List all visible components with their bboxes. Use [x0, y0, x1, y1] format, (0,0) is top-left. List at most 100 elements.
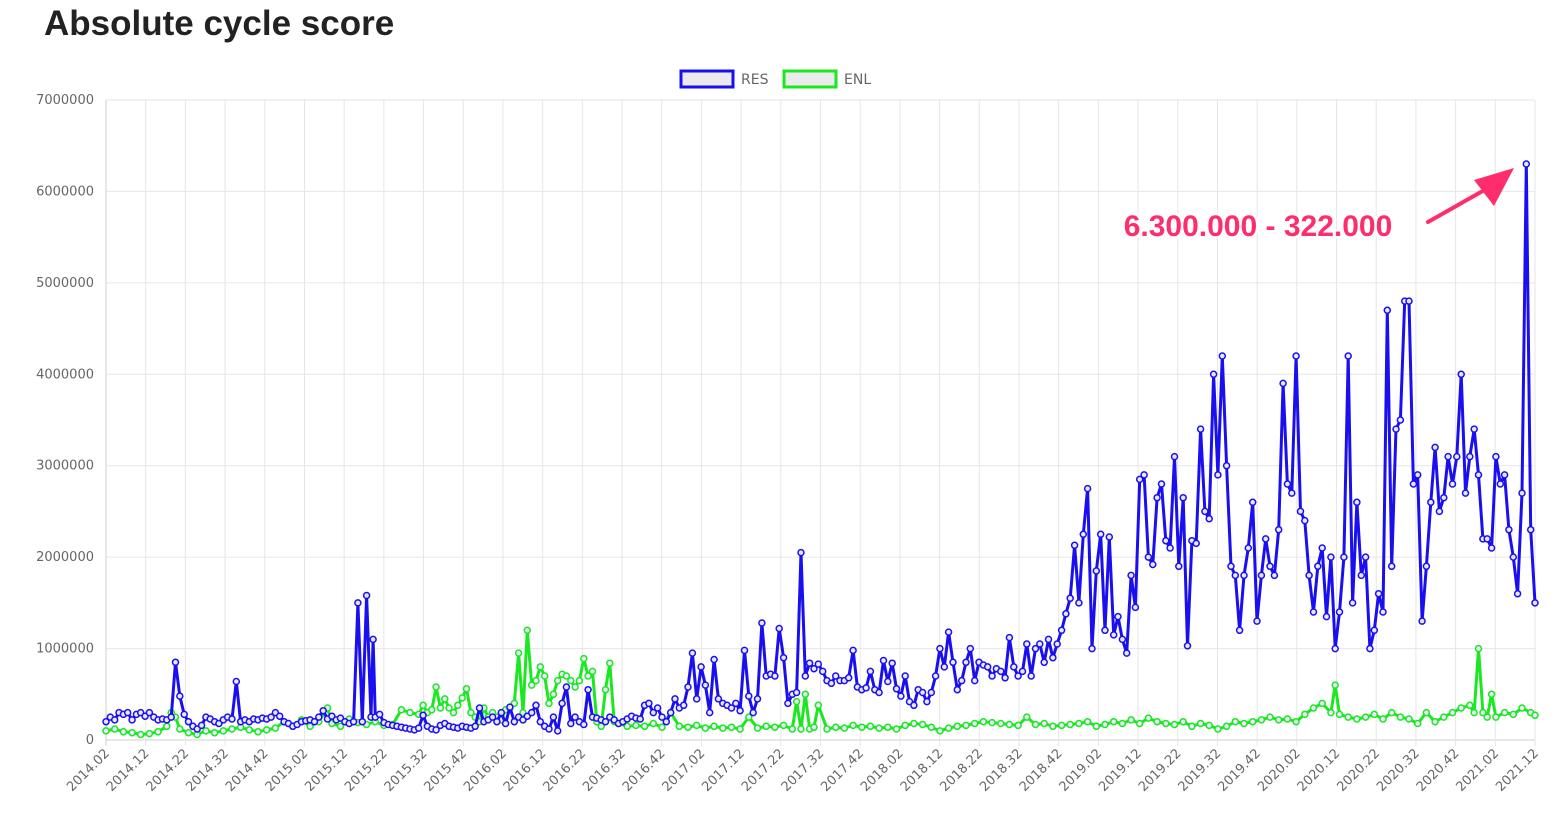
data-point-res — [740, 646, 749, 655]
data-point-res — [369, 635, 377, 644]
data-point-res — [1075, 599, 1083, 607]
data-point-res — [567, 719, 575, 728]
data-point-enl — [536, 663, 545, 671]
data-point-res — [1522, 160, 1531, 168]
x-tick-label: 2020.12 — [1295, 746, 1344, 795]
data-point-res — [432, 726, 440, 734]
data-point-res — [1127, 571, 1135, 580]
x-tick-label: 2014.32 — [183, 746, 232, 795]
data-point-res — [957, 676, 966, 685]
data-point-res — [1027, 672, 1035, 680]
data-point-enl — [936, 727, 944, 735]
data-point-enl — [449, 708, 458, 717]
data-point-enl — [849, 721, 857, 730]
data-point-enl — [1109, 717, 1118, 726]
data-point-res — [549, 713, 558, 721]
x-tick-label: 2014.02 — [64, 746, 113, 795]
x-tick-label: 2019.42 — [1215, 746, 1264, 795]
data-point-res — [1296, 507, 1305, 516]
x-tick-label: 2015.22 — [342, 746, 391, 795]
data-point-enl — [445, 704, 453, 712]
y-tick-label: 0 — [86, 733, 94, 748]
data-point-enl — [245, 726, 254, 734]
data-point-enl — [1127, 716, 1135, 724]
data-point-enl — [1379, 715, 1387, 723]
x-tick-label: 2017.22 — [739, 746, 788, 795]
data-point-res — [779, 653, 788, 662]
data-point-res — [1201, 507, 1209, 516]
data-point-res — [1153, 493, 1161, 502]
data-point-res — [727, 704, 736, 712]
data-point-enl — [779, 721, 788, 730]
data-point-res — [1192, 539, 1200, 548]
data-point-enl — [875, 724, 883, 732]
data-point-enl — [441, 695, 449, 703]
data-point-res — [888, 659, 896, 667]
data-point-res — [1409, 480, 1418, 488]
data-point-res — [232, 677, 241, 686]
legend-label: ENL — [844, 72, 871, 88]
data-point-res — [123, 708, 132, 717]
data-point-res — [1457, 370, 1465, 379]
data-point-res — [862, 684, 870, 692]
data-point-enl — [1440, 713, 1448, 721]
data-point-enl — [1031, 720, 1040, 729]
data-point-res — [1288, 489, 1296, 497]
data-point-res — [1261, 535, 1270, 543]
data-point-res — [1461, 489, 1470, 497]
data-point-res — [1500, 471, 1509, 479]
data-point-res — [1066, 594, 1074, 603]
data-point-res — [1405, 297, 1413, 305]
data-point-enl — [606, 659, 614, 667]
data-point-enl — [658, 723, 666, 731]
data-point-res — [1483, 535, 1491, 543]
data-point-enl — [454, 701, 462, 710]
data-point-res — [879, 656, 888, 665]
data-point-enl — [1240, 719, 1248, 728]
x-tick-label: 2019.32 — [1176, 746, 1225, 795]
data-point-res — [1092, 567, 1101, 575]
data-point-res — [1131, 603, 1140, 612]
data-point-res — [1062, 610, 1070, 618]
data-point-enl — [640, 722, 649, 731]
data-point-enl — [1196, 719, 1205, 728]
data-point-res — [319, 706, 327, 715]
data-point-res — [1083, 484, 1092, 493]
data-point-enl — [1153, 717, 1161, 726]
data-point-enl — [553, 676, 562, 685]
data-point-res — [927, 688, 936, 697]
data-point-enl — [562, 672, 571, 680]
data-point-enl — [866, 722, 875, 731]
data-point-res — [1196, 425, 1205, 433]
data-point-res — [1322, 612, 1331, 621]
data-point-res — [797, 548, 805, 557]
data-point-res — [497, 708, 506, 717]
data-point-res — [1418, 617, 1426, 625]
data-point-enl — [831, 723, 840, 731]
data-point-enl — [1257, 716, 1266, 724]
data-point-res — [128, 716, 136, 724]
y-tick-label: 7000000 — [36, 93, 94, 108]
data-point-enl — [1309, 704, 1318, 712]
data-point-enl — [580, 654, 588, 663]
y-tick-label: 1000000 — [36, 642, 94, 657]
data-point-enl — [762, 722, 770, 731]
data-point-enl — [788, 725, 797, 733]
data-point-enl — [428, 706, 436, 714]
data-point-res — [970, 676, 979, 685]
data-point-res — [936, 644, 944, 653]
x-tick-label: 2021.12 — [1493, 746, 1542, 795]
data-point-res — [1231, 571, 1240, 580]
data-point-res — [649, 708, 658, 717]
x-tick-label: 2014.42 — [223, 746, 272, 795]
x-tick-label: 2019.02 — [1057, 746, 1106, 795]
data-point-enl — [1509, 710, 1518, 719]
data-point-res — [771, 672, 779, 680]
data-point-res — [1157, 480, 1166, 488]
data-point-res — [471, 722, 479, 731]
data-point-res — [1309, 608, 1318, 616]
data-point-enl — [1483, 713, 1491, 721]
data-point-enl — [953, 722, 962, 731]
data-point-res — [1014, 672, 1022, 680]
data-point-res — [414, 724, 423, 732]
